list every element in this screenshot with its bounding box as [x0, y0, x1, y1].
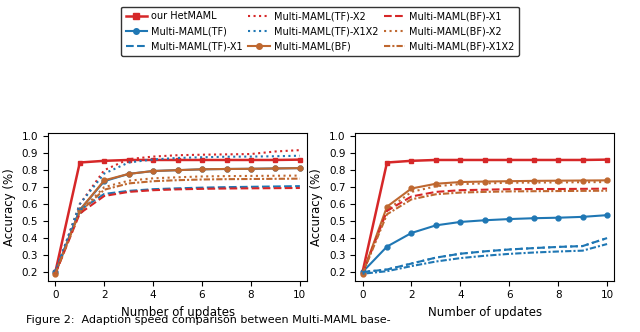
Y-axis label: Accuracy (%): Accuracy (%)	[3, 168, 16, 246]
X-axis label: Number of updates: Number of updates	[428, 306, 542, 319]
Y-axis label: Accuracy (%): Accuracy (%)	[310, 168, 323, 246]
Legend: our HetMAML, Multi-MAML(TF), Multi-MAML(TF)-X1, Multi-MAML(TF)-X2, Multi-MAML(TF: our HetMAML, Multi-MAML(TF), Multi-MAML(…	[120, 7, 520, 56]
Text: Figure 2:  Adaption speed comparison between Multi-MAML base-: Figure 2: Adaption speed comparison betw…	[26, 315, 390, 325]
X-axis label: Number of updates: Number of updates	[120, 306, 235, 319]
